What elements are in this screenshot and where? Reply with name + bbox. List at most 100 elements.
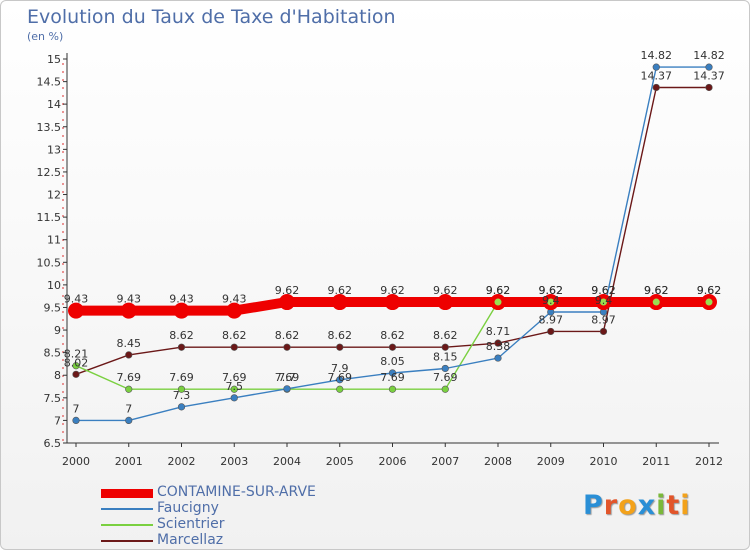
data-point: [125, 351, 133, 359]
y-axis-unit-label: (en %): [27, 30, 64, 43]
y-tick-label: 7: [54, 414, 61, 427]
data-label: 9.62: [644, 284, 669, 297]
data-point: [72, 416, 80, 425]
data-point: [441, 385, 449, 393]
data-label: 7.9: [331, 362, 349, 375]
data-point: [177, 403, 186, 411]
data-point-overlap: [547, 298, 555, 306]
data-point: [705, 83, 713, 92]
x-tick-label: 2010: [590, 455, 618, 468]
data-point: [331, 294, 348, 311]
legend-label: Marcellaz: [157, 532, 224, 548]
x-tick-label: 2004: [273, 455, 301, 468]
data-point: [177, 343, 186, 351]
y-tick-label: 14: [47, 98, 61, 111]
data-label: 9.62: [644, 284, 669, 297]
data-label: 9.62: [380, 284, 405, 297]
x-tick-label: 2009: [537, 455, 565, 468]
data-label: 7.69: [117, 371, 142, 384]
data-point: [72, 362, 80, 370]
y-tick-label: 12.5: [37, 166, 62, 179]
x-tick-label: 2006: [379, 455, 407, 468]
legend-swatch: [101, 524, 153, 526]
data-point: [705, 63, 713, 71]
data-point: [120, 302, 137, 319]
data-point: [230, 385, 238, 393]
x-tick-label: 2008: [484, 455, 512, 468]
data-label: 9.62: [539, 284, 564, 297]
data-label: 9.62: [697, 284, 722, 297]
y-tick-label: 9.5: [44, 301, 62, 314]
data-labels: 9.43 9.43 9.43 9.43 9.62 9.62 9.62 9.62 9.62 9.62…: [64, 49, 725, 415]
data-point: [652, 83, 660, 92]
y-tick-label: 8: [54, 369, 61, 382]
data-label: 7.3: [173, 389, 191, 402]
data-label: 7.69: [433, 371, 458, 384]
data-point: [173, 302, 190, 319]
data-label: 9.62: [275, 284, 300, 297]
y-tick-label: 12: [47, 189, 61, 202]
data-point-overlap: [494, 298, 502, 306]
legend-label: Scientrier: [157, 516, 225, 532]
x-tick-label: 2005: [326, 455, 354, 468]
data-point: [441, 343, 449, 351]
data-label: 7.69: [275, 371, 300, 384]
data-label: 9.4: [542, 294, 560, 307]
data-point: [388, 385, 397, 393]
data-label: 7.5: [226, 380, 244, 393]
legend-swatch: [101, 489, 153, 498]
data-label: 8.97: [591, 313, 616, 326]
data-point: [384, 294, 401, 311]
data-label: 9.62: [486, 284, 511, 297]
data-label: 14.37: [693, 69, 725, 82]
data-point: [230, 394, 238, 402]
data-label: 14.82: [693, 49, 725, 62]
data-label: 8.62: [275, 329, 300, 342]
data-label: 9.62: [486, 284, 511, 297]
x-tick-label: 2000: [62, 455, 90, 468]
data-label: 9.62: [433, 284, 458, 297]
legend-label: CONTAMINE-SUR-ARVE: [157, 484, 316, 500]
data-label: 7.69: [169, 371, 194, 384]
y-tick-label: 14.5: [37, 76, 62, 89]
data-label: 9.62: [697, 284, 722, 297]
data-point: [283, 343, 291, 351]
data-point: [125, 385, 133, 393]
data-label: 9.62: [328, 284, 353, 297]
axes: 6.5 7 7.5 8 8.5 9 9.5 10 10.5 11 11.5 12 12.5 13 13.5 1…: [37, 53, 723, 468]
data-point: [388, 343, 397, 351]
data-label: 8.38: [486, 340, 511, 353]
data-label: 7.69: [222, 371, 247, 384]
y-tick-label: 7.5: [44, 392, 62, 405]
data-label: 9.62: [591, 284, 616, 297]
data-label: 8.62: [222, 329, 247, 342]
data-point: [336, 343, 344, 351]
x-tick-label: 2011: [642, 455, 670, 468]
data-point: [599, 327, 608, 336]
y-tick-label: 9: [54, 324, 61, 337]
legend-label: Faucigny: [157, 500, 219, 516]
data-label: 14.82: [641, 49, 673, 62]
data-label: 8.62: [380, 329, 405, 342]
x-tick-label: 2002: [168, 455, 196, 468]
data-point: [547, 327, 555, 336]
data-label: 8.62: [328, 329, 353, 342]
y-tick-label: 13.5: [37, 121, 62, 134]
y-tick-label: 11.5: [37, 211, 62, 224]
proxiti-logo: Proxiti: [583, 490, 691, 521]
y-tick-label: 8.5: [44, 347, 62, 360]
x-tick-label: 2007: [431, 455, 459, 468]
data-point: [494, 339, 502, 347]
data-point-overlap: [705, 298, 713, 306]
data-label: 9.43: [169, 293, 194, 306]
data-point: [68, 302, 84, 319]
x-tick-label: 2012: [695, 455, 723, 468]
data-point: [230, 343, 238, 351]
data-point: [494, 354, 502, 362]
data-label: 7: [125, 402, 132, 415]
data-label: 7: [73, 402, 80, 415]
data-label: 14.37: [641, 69, 673, 82]
data-label: 8.62: [169, 329, 194, 342]
chart-title: Evolution du Taux de Taxe d'Habitation: [27, 6, 396, 28]
